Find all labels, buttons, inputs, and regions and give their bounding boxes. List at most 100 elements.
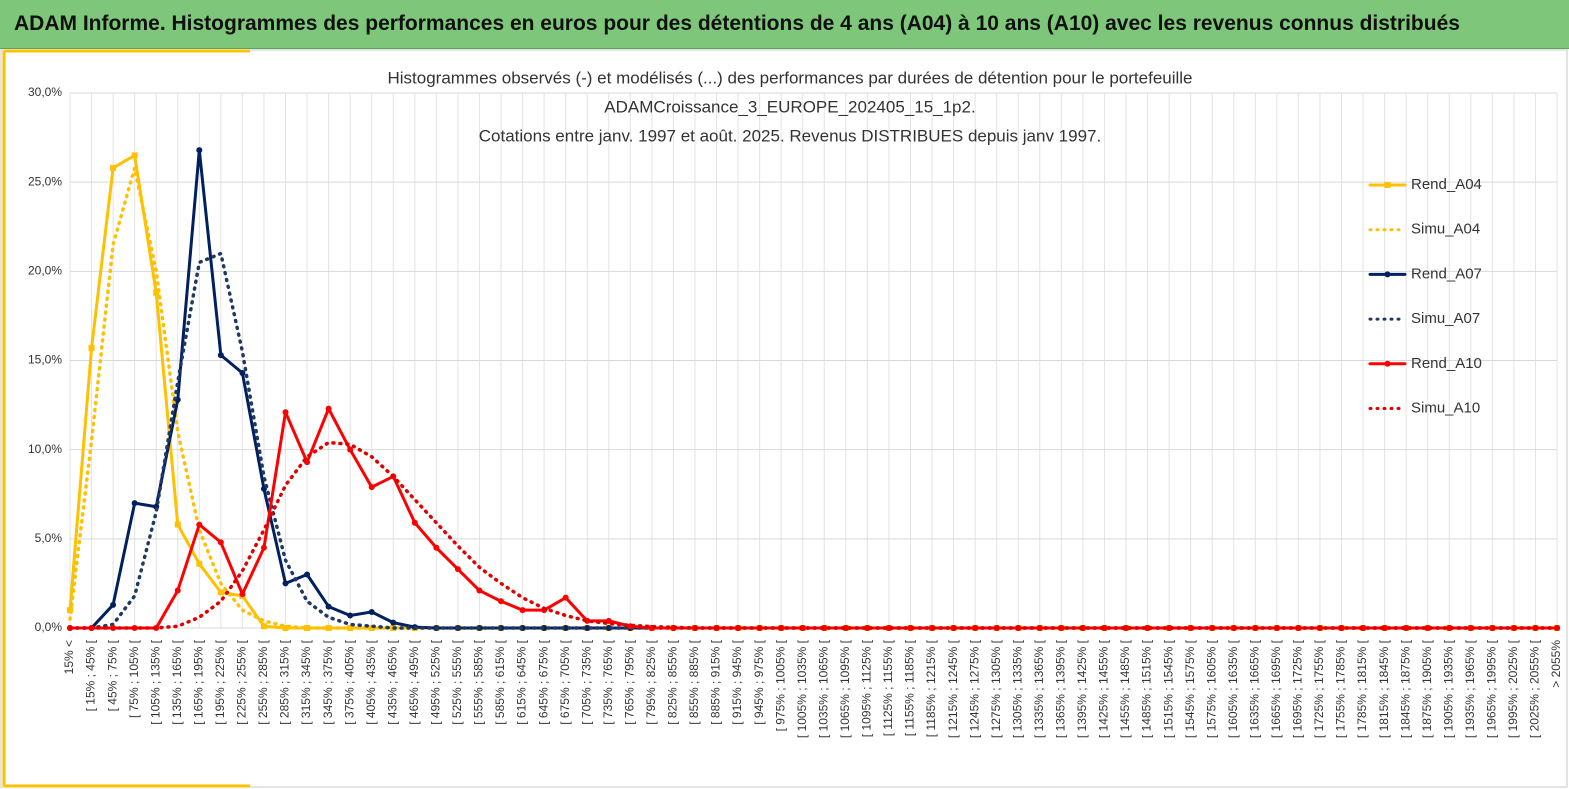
x-tick-label: [ 1125% ; 1155% [ xyxy=(881,639,895,736)
marker xyxy=(562,594,569,601)
x-tick-label: [ 1155% ; 1185% [ xyxy=(903,639,917,736)
x-tick-label: [ 1305% ; 1335% [ xyxy=(1010,639,1024,738)
marker xyxy=(239,591,246,598)
x-tick-label: [ 135% ; 165% [ xyxy=(170,639,184,724)
chart-title: ADAMCroissance_3_EUROPE_202405_15_1p2. xyxy=(604,97,975,116)
x-tick-label: [ 75% ; 105% [ xyxy=(127,639,141,718)
x-tick-label: [ 345% ; 375% [ xyxy=(321,639,335,724)
marker xyxy=(260,623,267,630)
marker xyxy=(217,352,224,359)
marker xyxy=(88,345,95,352)
chart: 15% < [ 15% ; 45% [[ 45% ; 75% [[ 75% ; 1… xyxy=(0,49,1568,788)
x-tick-label: [ 1095% ; 1125% [ xyxy=(860,639,874,737)
x-tick-label: [ 765% ; 795% [ xyxy=(622,639,636,724)
marker xyxy=(390,619,397,626)
chart-frame xyxy=(0,49,1568,788)
header: ADAM Informe. Histogrammes des performan… xyxy=(0,0,1569,49)
x-tick-label: [ 1005% ; 1035% [ xyxy=(795,639,809,738)
marker xyxy=(174,521,181,528)
marker xyxy=(454,566,461,573)
x-tick-label: [ 1545% ; 1575% [ xyxy=(1183,639,1197,738)
marker xyxy=(131,152,138,159)
marker xyxy=(885,625,892,631)
marker xyxy=(498,598,505,605)
x-tick-label: [ 1815% ; 1845% [ xyxy=(1377,639,1391,738)
x-tick-label: [ 1395% ; 1425% [ xyxy=(1075,639,1089,738)
marker xyxy=(347,446,354,453)
marker xyxy=(584,625,591,631)
legend-label: Rend_A07 xyxy=(1411,265,1482,282)
marker xyxy=(1166,625,1173,631)
marker xyxy=(347,612,354,619)
y-tick-label: 25,0% xyxy=(28,174,62,188)
marker xyxy=(476,587,483,594)
series-line xyxy=(68,440,1559,630)
x-tick-label: [ 1425% ; 1455% [ xyxy=(1097,639,1111,738)
marker xyxy=(433,544,440,551)
x-tick-label: [ 1965% ; 1995% [ xyxy=(1485,639,1499,738)
x-tick-label: [ 1455% ; 1485% [ xyxy=(1118,639,1132,738)
marker xyxy=(196,560,203,567)
marker xyxy=(864,625,871,631)
marker xyxy=(110,164,117,171)
x-tick-label: [ 1275% ; 1305% [ xyxy=(989,639,1003,738)
marker xyxy=(217,539,224,546)
x-tick-label: [ 165% ; 195% [ xyxy=(191,639,205,724)
x-tick-label: [ 1755% ; 1785% [ xyxy=(1334,639,1348,738)
x-tick-label: [ 1515% ; 1545% [ xyxy=(1161,639,1175,738)
marker xyxy=(196,147,203,154)
x-tick-label: [ 285% ; 315% [ xyxy=(278,639,292,724)
y-tick-label: 30,0% xyxy=(28,85,62,99)
x-tick-label: [ 1365% ; 1395% [ xyxy=(1054,639,1068,738)
x-tick-label: [ 105% ; 135% [ xyxy=(148,639,162,724)
marker xyxy=(325,405,332,412)
y-tick-label: 0,0% xyxy=(35,620,63,634)
x-tick-label: 15% < xyxy=(62,640,76,674)
x-tick-label: [ 315% ; 345% [ xyxy=(299,639,313,724)
marker xyxy=(519,607,526,614)
x-tick-label: [ 1245% ; 1275% [ xyxy=(967,639,981,738)
x-tick-label: [ 675% ; 705% [ xyxy=(558,639,572,724)
legend-label: Simu_A10 xyxy=(1411,399,1480,416)
x-tick-label: [ 885% ; 915% [ xyxy=(709,639,723,724)
legend-label: Simu_A07 xyxy=(1411,310,1480,327)
chart-title: Histogrammes observés (-) et modélisés (… xyxy=(387,68,1192,87)
x-tick-label: [ 855% ; 885% [ xyxy=(687,639,701,724)
marker xyxy=(196,521,203,528)
x-tick-label: > 2055% xyxy=(1549,640,1563,688)
y-tick-label: 5,0% xyxy=(35,531,63,545)
x-tick-label: [ 1995% ; 2025% [ xyxy=(1506,639,1520,738)
x-tick-label: [ 225% ; 255% [ xyxy=(235,639,249,724)
x-tick-label: [ 375% ; 405% [ xyxy=(342,639,356,724)
x-tick-label: [ 1575% ; 1605% [ xyxy=(1204,639,1218,738)
marker xyxy=(304,571,311,578)
x-tick-label: [ 15% ; 45% [ xyxy=(84,639,98,711)
legend-marker xyxy=(1384,360,1391,367)
marker xyxy=(411,519,418,526)
y-tick-label: 20,0% xyxy=(28,264,62,278)
x-tick-label: [ 1875% ; 1905% [ xyxy=(1420,639,1434,738)
legend-label: Rend_A10 xyxy=(1411,355,1482,372)
x-tick-label: [ 465% ; 495% [ xyxy=(407,639,421,724)
marker xyxy=(260,544,267,551)
header-title: ADAM Informe. Histogrammes des performan… xyxy=(14,12,1460,35)
x-tick-label: [ 915% ; 945% [ xyxy=(730,639,744,724)
x-tick-label: [ 1065% ; 1095% [ xyxy=(838,639,852,738)
x-tick-label: [ 555% ; 585% [ xyxy=(472,639,486,724)
x-tick-label: [ 735% ; 765% [ xyxy=(601,639,615,724)
x-tick-label: [ 795% ; 825% [ xyxy=(644,639,658,724)
x-tick-label: [ 1185% ; 1215% [ xyxy=(924,639,938,737)
marker xyxy=(325,603,332,610)
y-tick-label: 10,0% xyxy=(28,442,62,456)
x-tick-label: [ 1635% ; 1665% [ xyxy=(1247,639,1261,738)
x-tick-label: [ 2025% ; 2055% [ xyxy=(1528,639,1542,738)
x-tick-label: [ 705% ; 735% [ xyxy=(579,639,593,724)
x-tick-label: [ 435% ; 465% [ xyxy=(385,639,399,724)
x-tick-label: [ 495% ; 525% [ xyxy=(429,639,443,724)
x-tick-label: [ 645% ; 675% [ xyxy=(536,639,550,724)
marker xyxy=(153,289,160,296)
y-tick-label: 15,0% xyxy=(28,353,62,367)
x-tick-label: [ 195% ; 225% [ xyxy=(213,639,227,724)
x-tick-label: [ 405% ; 435% [ xyxy=(364,639,378,724)
